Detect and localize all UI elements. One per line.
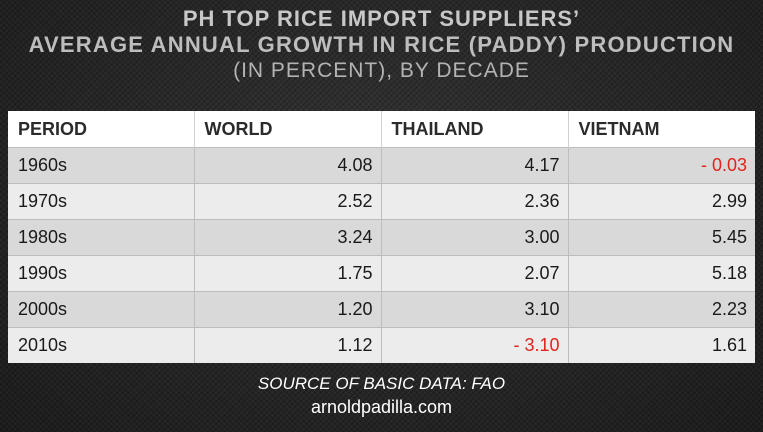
cell-thailand: 2.36 [381,183,569,220]
header-vietnam: VIETNAM [568,111,755,148]
table-row: 2000s 1.20 3.10 2.23 [8,291,755,328]
table-header-row: PERIOD WORLD THAILAND VIETNAM [8,111,755,148]
cell-world: 1.20 [194,291,382,328]
cell-world: 1.75 [194,255,382,292]
table-row: 1960s 4.08 4.17 - 0.03 [8,147,755,184]
cell-vietnam: 2.23 [568,291,755,328]
cell-period: 2000s [8,291,195,328]
cell-period: 2010s [8,327,195,363]
cell-thailand: - 3.10 [381,327,569,363]
cell-world: 2.52 [194,183,382,220]
source-note: SOURCE OF BASIC DATA: FAO [257,374,506,393]
table-row: 2010s 1.12 - 3.10 1.61 [8,327,755,363]
cell-thailand: 3.00 [381,219,569,256]
growth-table: PERIOD WORLD THAILAND VIETNAM 1960s 4.08… [8,111,755,363]
chart-title: PH TOP RICE IMPORT SUPPLIERS’ AVERAGE AN… [0,6,763,83]
header-period: PERIOD [8,111,195,148]
cell-vietnam: 5.45 [568,219,755,256]
cell-thailand: 4.17 [381,147,569,184]
cell-world: 1.12 [194,327,382,363]
title-line-2: AVERAGE ANNUAL GROWTH IN RICE (PADDY) PR… [28,32,735,57]
cell-thailand: 2.07 [381,255,569,292]
table-row: 1970s 2.52 2.36 2.99 [8,183,755,220]
cell-period: 1980s [8,219,195,256]
title-line-3: (IN PERCENT), BY DECADE [233,59,530,82]
cell-thailand: 3.10 [381,291,569,328]
website-credit: arnoldpadilla.com [310,397,453,417]
table-row: 1980s 3.24 3.00 5.45 [8,219,755,256]
cell-vietnam: 5.18 [568,255,755,292]
header-thailand: THAILAND [381,111,569,148]
cell-period: 1960s [8,147,195,184]
cell-vietnam: 1.61 [568,327,755,363]
header-world: WORLD [194,111,382,148]
cell-period: 1970s [8,183,195,220]
table-row: 1990s 1.75 2.07 5.18 [8,255,755,292]
title-line-1: PH TOP RICE IMPORT SUPPLIERS’ [182,6,581,31]
cell-period: 1990s [8,255,195,292]
cell-vietnam: 2.99 [568,183,755,220]
cell-world: 3.24 [194,219,382,256]
cell-vietnam: - 0.03 [568,147,755,184]
cell-world: 4.08 [194,147,382,184]
